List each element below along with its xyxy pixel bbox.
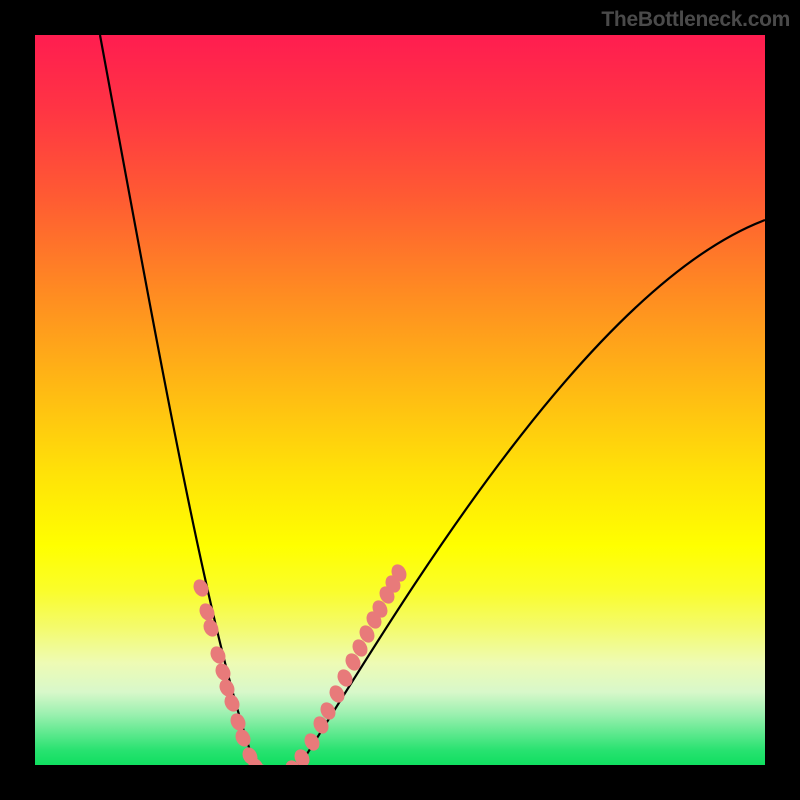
bottleneck-curve-chart [0,0,800,800]
data-marker [262,764,283,786]
data-marker [253,762,274,784]
gradient-background [35,35,765,765]
watermark-text: TheBottleneck.com [601,8,790,32]
chart-frame: TheBottleneck.com [0,0,800,800]
data-marker [272,763,293,785]
